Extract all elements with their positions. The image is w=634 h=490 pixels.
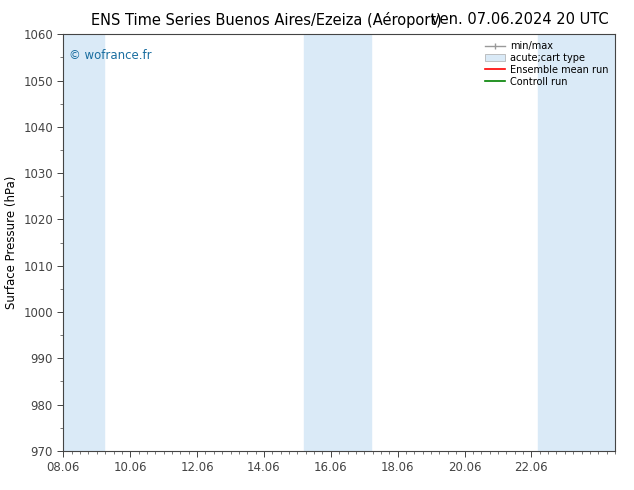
Text: ven. 07.06.2024 20 UTC: ven. 07.06.2024 20 UTC <box>431 12 609 27</box>
Legend: min/max, acute;cart type, Ensemble mean run, Controll run: min/max, acute;cart type, Ensemble mean … <box>483 39 610 89</box>
Text: © wofrance.fr: © wofrance.fr <box>69 49 152 62</box>
Bar <box>538 34 615 451</box>
Bar <box>63 34 103 451</box>
Y-axis label: Surface Pressure (hPa): Surface Pressure (hPa) <box>4 176 18 309</box>
Bar <box>304 34 371 451</box>
Text: ENS Time Series Buenos Aires/Ezeiza (Aéroport): ENS Time Series Buenos Aires/Ezeiza (Aér… <box>91 12 442 28</box>
